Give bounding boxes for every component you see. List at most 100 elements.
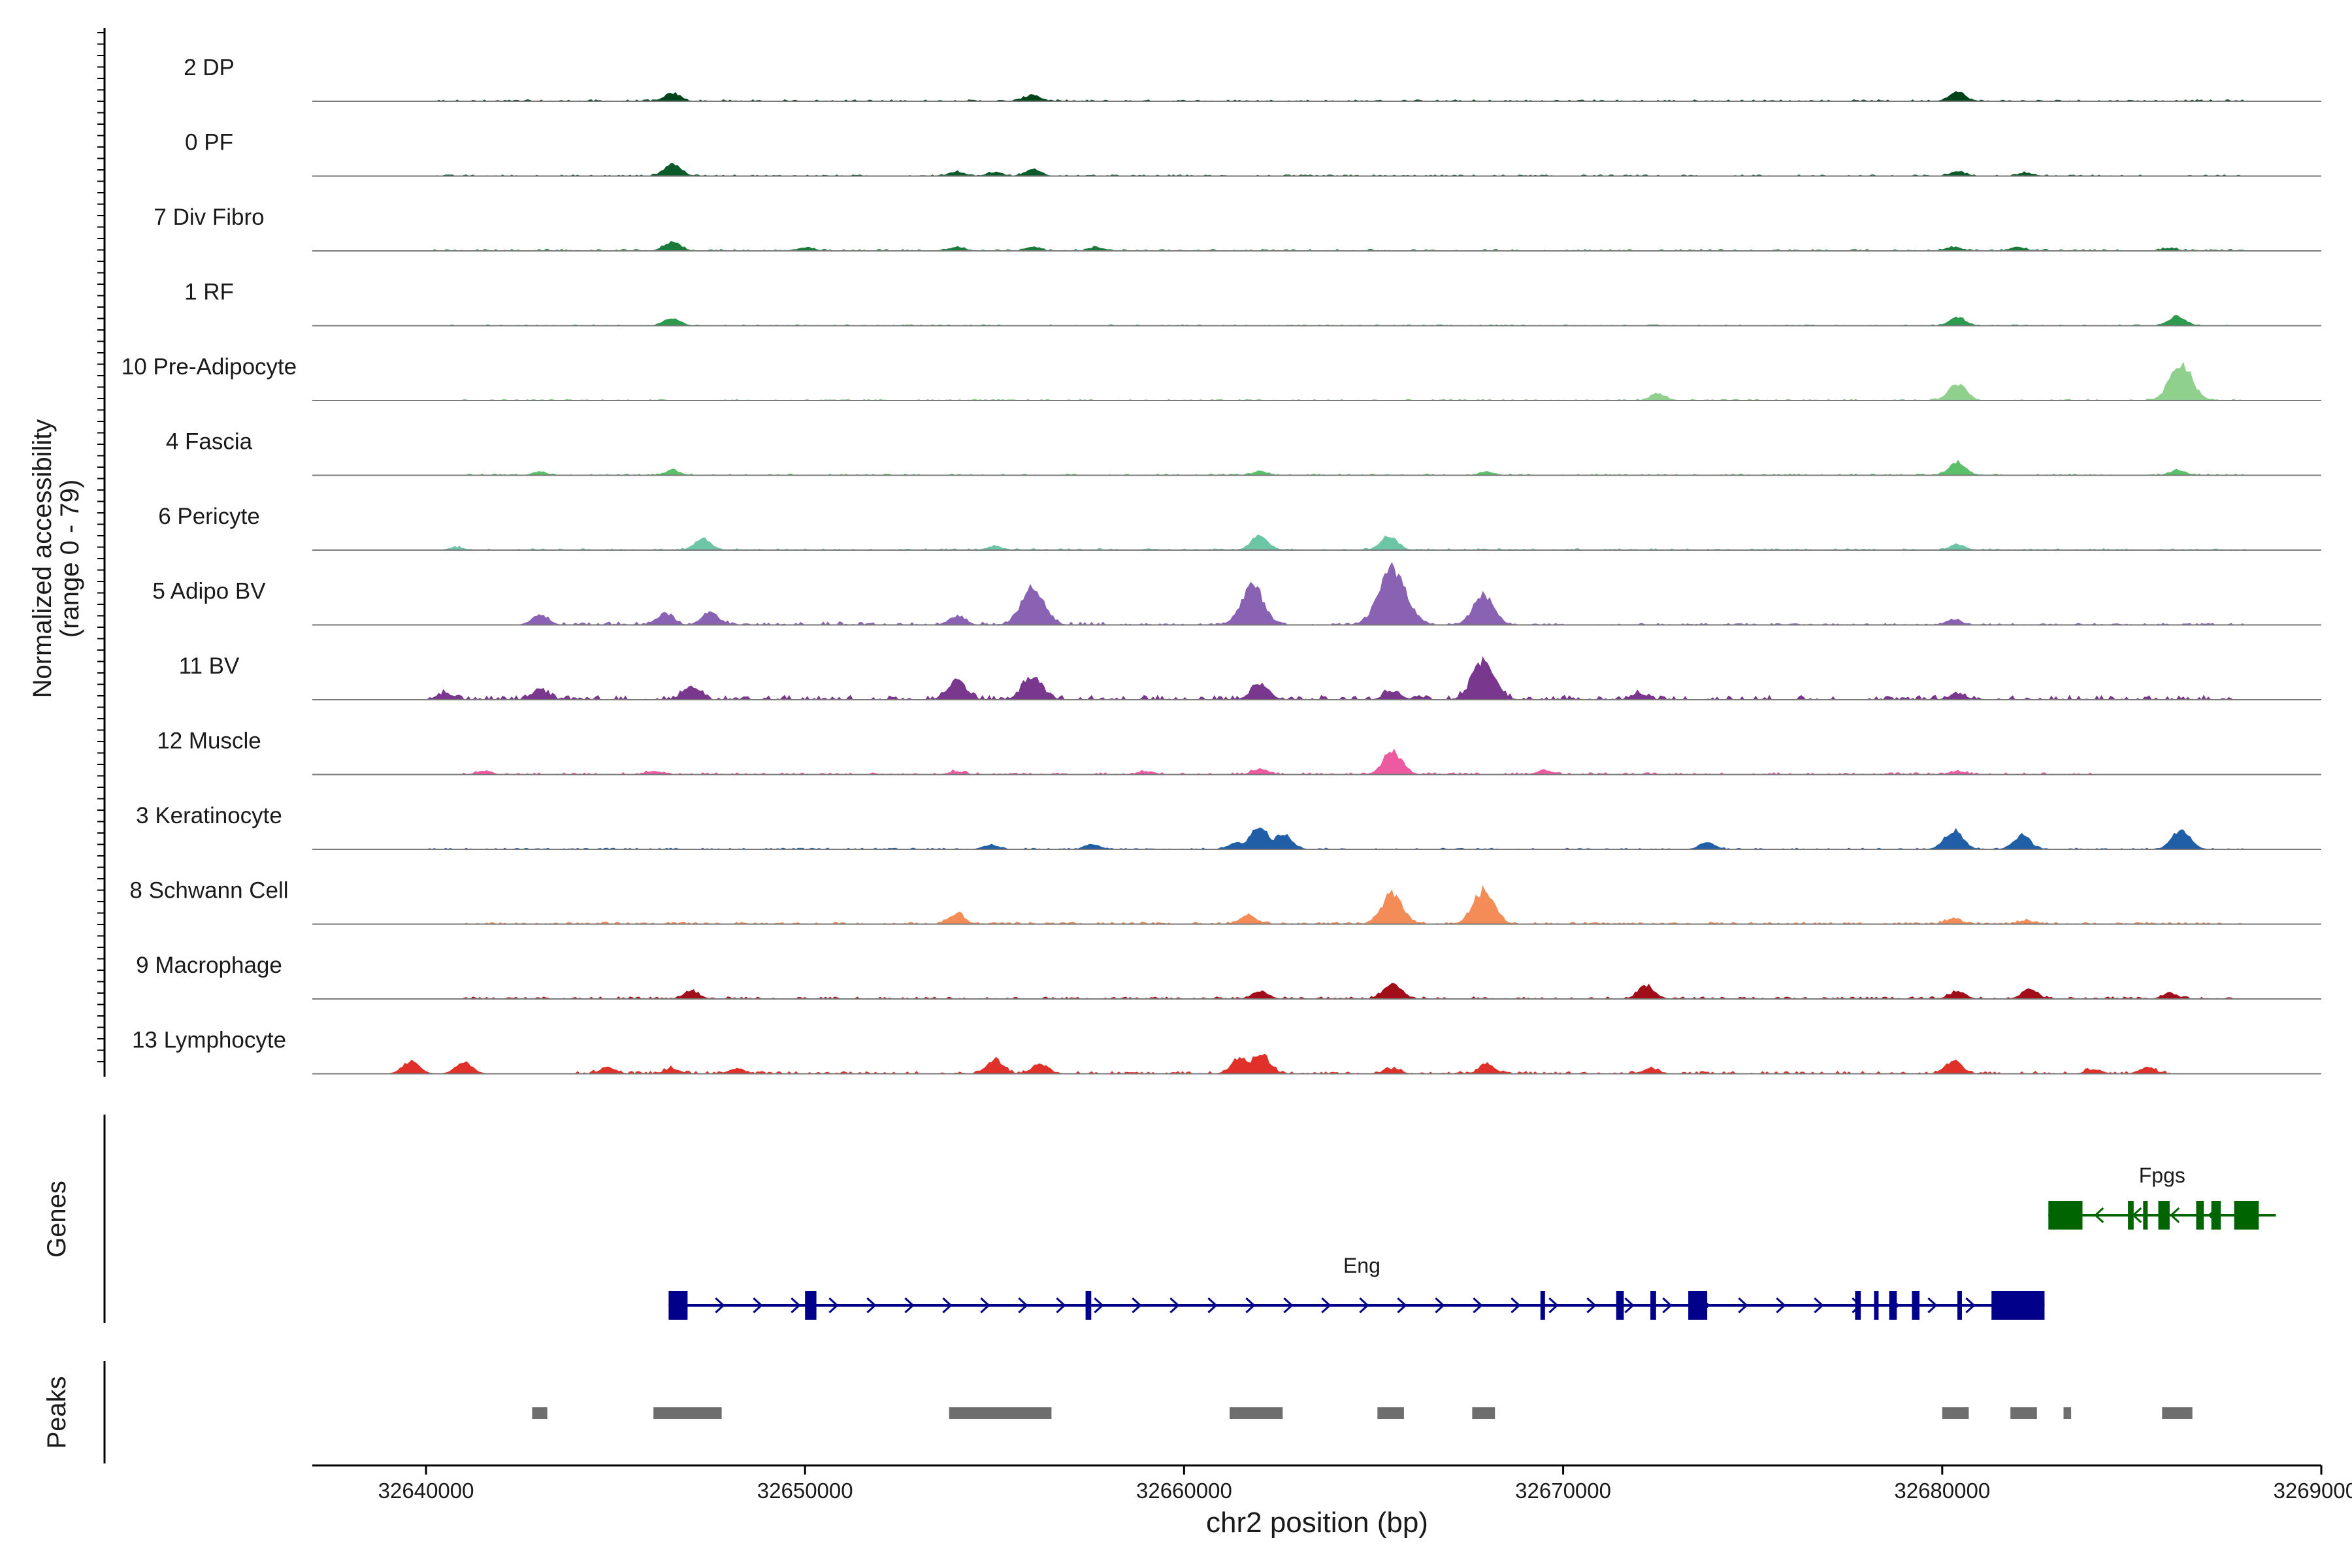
strand-arrow (828, 1297, 839, 1314)
gene-annotations: Fpgs Eng (668, 1164, 2276, 1320)
strand-arrow (1586, 1297, 1597, 1314)
x-axis-title: chr2 position (bp) (1206, 1507, 1428, 1539)
strand-arrow (1548, 1297, 1559, 1314)
coverage-area (350, 562, 2263, 626)
strand-arrow (1359, 1297, 1369, 1314)
peak-region (653, 1407, 722, 1419)
gene-exon (1085, 1291, 1092, 1320)
gene-exon (1650, 1291, 1656, 1320)
x-axis-tick-label: 32660000 (1136, 1478, 1232, 1503)
gene-exon (2196, 1201, 2204, 1230)
x-axis-tick-label: 32670000 (1515, 1478, 1611, 1503)
x-axis-tick-label: 32690000 (2274, 1478, 2352, 1503)
strand-arrow (2170, 1207, 2180, 1224)
y-axis-label-line2: (range 0 - 79) (56, 480, 84, 638)
strand-arrow (866, 1297, 877, 1314)
gene-exon (1855, 1291, 1861, 1320)
track-label: 0 PF (185, 130, 233, 155)
strand-arrow (1473, 1297, 1483, 1314)
accessibility-y-axis (97, 28, 106, 1077)
gene-exon (805, 1291, 817, 1320)
strand-arrow (1814, 1297, 1824, 1314)
track-label: 2 DP (184, 55, 235, 80)
strand-arrow (1965, 1297, 1976, 1314)
coverage-area (350, 534, 2263, 551)
strand-arrow (1397, 1297, 1407, 1314)
strand-arrow (715, 1297, 725, 1314)
accessibility-tracks: 2 DP 0 PF 7 Div Fibro 1 RF 10 Pre-Adipocyte 4… (122, 55, 2321, 1075)
coverage-area (350, 241, 2263, 252)
gene-exon (1540, 1291, 1545, 1320)
x-axis: 32640000 32650000 32660000 32670000 32680000… (312, 1464, 2352, 1503)
track-3-keratinocyte: 3 Keratinocyte (136, 803, 2321, 850)
strand-arrow (1018, 1297, 1028, 1314)
strand-arrow (904, 1297, 915, 1314)
coverage-area (350, 163, 2263, 177)
peak-region (1230, 1407, 1283, 1419)
peak-region (1942, 1407, 1969, 1419)
coverage-area (350, 459, 2263, 476)
strand-arrow (1738, 1297, 1748, 1314)
track-9-macrophage: 9 Macrophage (136, 953, 2321, 1000)
x-axis-tick-label: 32680000 (1894, 1478, 1990, 1503)
gene-exon (2234, 1201, 2259, 1230)
track-1-rf: 1 RF (184, 280, 2321, 327)
coverage-area (350, 314, 2263, 327)
coverage-area (350, 91, 2263, 102)
gene-exon (1616, 1291, 1624, 1320)
x-axis-tick-label: 32640000 (378, 1478, 474, 1503)
track-label: 6 Pericyte (158, 504, 260, 529)
gene-exon (2158, 1201, 2170, 1230)
track-label: 8 Schwann Cell (129, 878, 288, 904)
track-label: 11 BV (179, 653, 240, 679)
strand-arrow (1056, 1297, 1066, 1314)
coverage-area (350, 361, 2263, 401)
gene-fpgs: Fpgs (2048, 1164, 2276, 1230)
track-11-bv: 11 BV (179, 653, 2321, 701)
track-12-muscle: 12 Muscle (157, 728, 2321, 776)
strand-arrow (1776, 1297, 1786, 1314)
track-4-fascia: 4 Fascia (166, 429, 2321, 476)
gene-exon (1957, 1291, 1962, 1320)
genes-panel-label: Genes (42, 1181, 71, 1258)
track-0-pf: 0 PF (185, 130, 2321, 177)
track-13-lymphocyte: 13 Lymphocyte (132, 1028, 2321, 1075)
gene-label: Fpgs (2139, 1164, 2185, 1187)
strand-arrow (2094, 1207, 2104, 1224)
gene-exon (1991, 1291, 2045, 1320)
gene-exon (1889, 1291, 1897, 1320)
strand-arrow (1662, 1297, 1673, 1314)
strand-arrow (1283, 1297, 1294, 1314)
strand-arrow (1132, 1297, 1142, 1314)
track-label: 7 Div Fibro (154, 204, 264, 230)
gene-exon (1912, 1291, 1919, 1320)
peaks-panel-label: Peaks (42, 1376, 71, 1448)
strand-arrow (1169, 1297, 1180, 1314)
gene-exon (2143, 1201, 2148, 1230)
strand-arrow (1927, 1297, 1938, 1314)
strand-arrow (1245, 1297, 1256, 1314)
strand-arrow (942, 1297, 953, 1314)
peak-region (1377, 1407, 1404, 1419)
track-label: 9 Macrophage (136, 953, 282, 978)
peak-region (532, 1407, 547, 1419)
gene-exon (668, 1291, 688, 1320)
strand-arrow (1511, 1297, 1521, 1314)
gene-eng: Eng (668, 1254, 2045, 1320)
track-8-schwann-cell: 8 Schwann Cell (129, 878, 2321, 925)
track-10-pre-adipocyte: 10 Pre-Adipocyte (122, 354, 2321, 401)
strand-arrow (753, 1297, 763, 1314)
gene-label: Eng (1343, 1254, 1380, 1277)
strand-arrow (1207, 1297, 1218, 1314)
track-label: 5 Adipo BV (152, 579, 266, 604)
strand-arrow (1094, 1297, 1104, 1314)
track-label: 3 Keratinocyte (136, 803, 282, 828)
track-6-pericyte: 6 Pericyte (158, 504, 2321, 551)
peak-region (949, 1407, 1052, 1419)
gene-exon (1874, 1291, 1879, 1320)
peak-region (2162, 1407, 2193, 1419)
strand-arrow (1321, 1297, 1331, 1314)
y-axis-label-line1: Normalized accessibility (28, 419, 57, 698)
track-7-div-fibro: 7 Div Fibro (154, 204, 2321, 252)
peak-region (1472, 1407, 1495, 1419)
